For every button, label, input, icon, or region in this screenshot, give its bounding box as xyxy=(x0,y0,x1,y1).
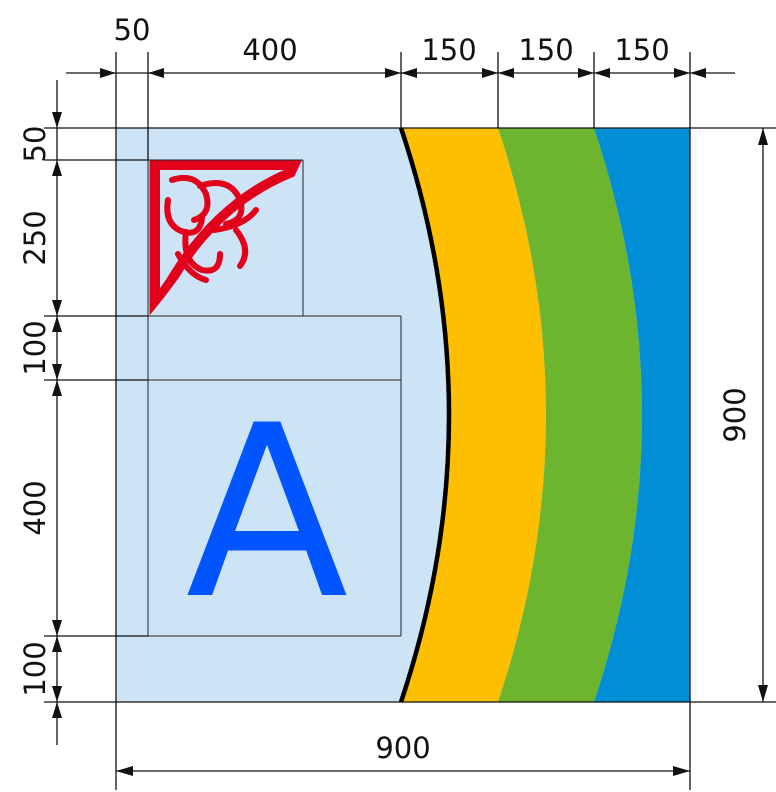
left-dimension-label: 100 xyxy=(18,641,52,696)
left-dimension-label: 50 xyxy=(18,126,52,163)
left-dimension-line xyxy=(52,80,62,745)
red-corner-ornament-icon xyxy=(149,160,302,316)
left-dimension-label: 100 xyxy=(18,320,52,375)
top-dimension-label: 150 xyxy=(614,33,669,67)
top-dimension-line xyxy=(66,68,735,78)
blue-band xyxy=(594,128,690,702)
left-dimension-label: 250 xyxy=(18,210,52,265)
letter-a-icon: A xyxy=(186,375,349,652)
top-dimension-label: 400 xyxy=(242,33,297,67)
black-arc-line xyxy=(398,127,452,703)
top-dimension-label: 150 xyxy=(421,33,476,67)
layout-guides xyxy=(147,159,402,637)
bottom-dimension-line xyxy=(116,766,690,776)
extension-lines xyxy=(44,52,776,790)
right-dimension-line xyxy=(758,128,768,702)
left-dimension-label: 400 xyxy=(18,480,52,535)
top-dimension-label: 150 xyxy=(518,33,573,67)
top-dimension-label: 50 xyxy=(114,13,151,47)
green-band xyxy=(498,128,642,702)
bottom-dimension-label: 900 xyxy=(375,731,430,765)
right-dimension-label: 900 xyxy=(718,387,752,442)
